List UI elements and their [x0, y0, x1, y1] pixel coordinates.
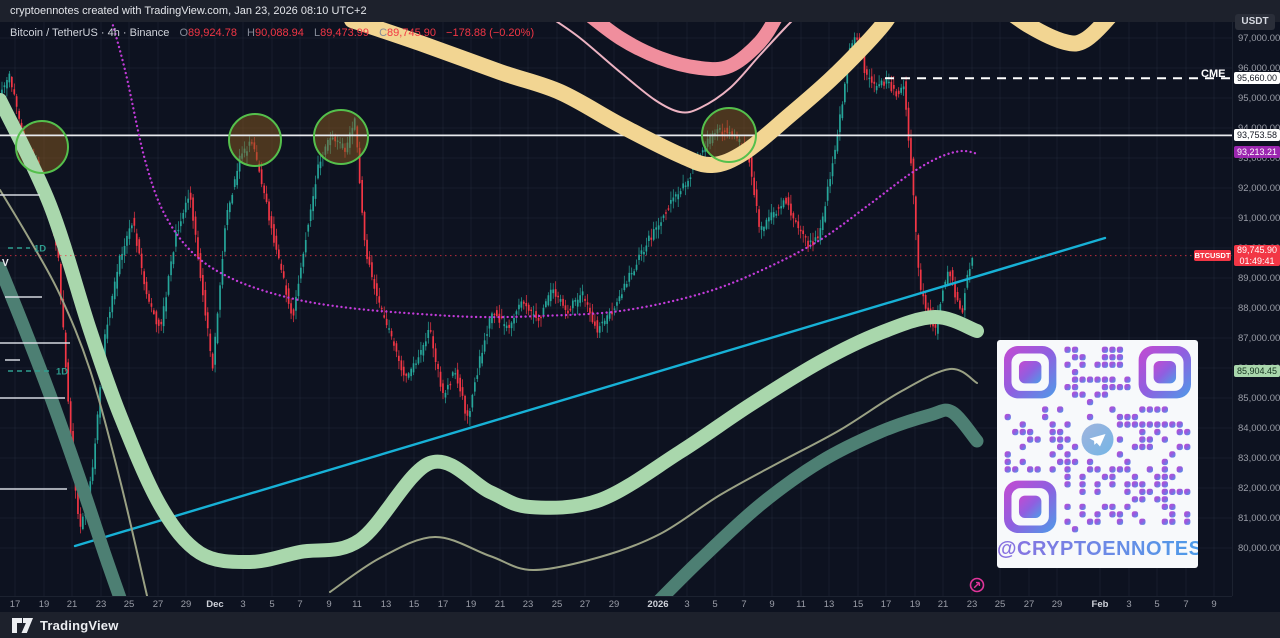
time-tick: 29 — [180, 599, 192, 610]
price-label-tag: 93,753.58 — [1234, 129, 1280, 142]
time-tick: 13 — [380, 599, 392, 610]
symbol-ohlc-row: Bitcoin / TetherUS · 4h · Binance O89,92… — [10, 27, 534, 41]
time-tick: 21 — [66, 599, 78, 610]
time-tick: 21 — [937, 599, 949, 610]
flash-circle-icon — [969, 577, 985, 593]
time-tick: 15 — [408, 599, 420, 610]
time-tick: 23 — [966, 599, 978, 610]
price-tick: 87,000.00 — [1238, 333, 1280, 344]
time-tick: 7 — [297, 599, 303, 610]
time-tick: 11 — [796, 599, 806, 610]
symbol-title[interactable]: Bitcoin / TetherUS · 4h · Binance — [10, 27, 170, 39]
price-tick: 91,000.00 — [1238, 213, 1280, 224]
telegram-handle: @CRYPTOENNOTES — [997, 538, 1203, 560]
footer-bar: TradingView — [0, 612, 1280, 638]
cme-level-label: CME — [1201, 68, 1226, 80]
candlestick-chart-canvas[interactable]: 1D 1D V — [0, 0, 1232, 596]
price-tick: 97,000.00 — [1238, 33, 1280, 44]
price-label-tag: 95,660.00 — [1234, 72, 1280, 85]
price-tick: 81,000.00 — [1238, 513, 1280, 524]
price-tick: 89,000.00 — [1238, 273, 1280, 284]
svg-text:V: V — [2, 258, 9, 269]
time-tick: 5 — [712, 599, 718, 610]
time-tick: 15 — [852, 599, 864, 610]
time-tick: 17 — [880, 599, 892, 610]
time-tick: 25 — [551, 599, 563, 610]
price-tick: 80,000.00 — [1238, 543, 1280, 554]
svg-text:1D: 1D — [34, 244, 46, 255]
price-label-tag: 85,904.45 — [1234, 364, 1280, 377]
tradingview-logo-icon[interactable] — [12, 617, 33, 633]
time-tick: 5 — [1154, 599, 1160, 610]
close-value: 89,745.90 — [387, 27, 436, 39]
time-tick: 3 — [1126, 599, 1132, 610]
close-label: C — [379, 27, 388, 39]
time-tick: 13 — [823, 599, 835, 610]
price-tick: 85,000.00 — [1238, 393, 1280, 404]
attribution-text: cryptoennotes created with TradingView.c… — [10, 5, 367, 17]
time-tick: 7 — [741, 599, 747, 610]
high-label: H — [247, 27, 255, 39]
price-label-tag: 89,745.90 01:49:41 — [1234, 245, 1280, 267]
tradingview-logo-text[interactable]: TradingView — [40, 617, 119, 633]
time-tick: 9 — [326, 599, 332, 610]
time-tick: 27 — [579, 599, 591, 610]
time-tick: 3 — [240, 599, 246, 610]
price-tick: 96,000.00 — [1238, 63, 1280, 74]
time-axis[interactable]: 17 19 21 23 25 27 29 Dec 3 5 7 9 11 13 15 17 19 21 23 25 27 2… — [0, 596, 1232, 612]
time-tick: 17 — [437, 599, 449, 610]
time-tick: 27 — [152, 599, 164, 610]
time-tick: 3 — [684, 599, 690, 610]
price-tick: 92,000.00 — [1238, 183, 1280, 194]
price-tick: 95,000.00 — [1238, 93, 1280, 104]
attribution-bar: cryptoennotes created with TradingView.c… — [0, 0, 1280, 22]
price-tick: 84,000.00 — [1238, 423, 1280, 434]
price-axis[interactable]: 97,000.00 96,000.00 95,000.00 94,000.00 93,0… — [1232, 0, 1280, 596]
price-tick: 83,000.00 — [1238, 453, 1280, 464]
time-tick: 19 — [465, 599, 477, 610]
currency-toggle-button[interactable]: USDT — [1235, 14, 1275, 30]
time-tick: 29 — [608, 599, 620, 610]
time-tick: 19 — [909, 599, 921, 610]
qr-code-card: @CRYPTOENNOTES — [997, 340, 1203, 568]
time-tick: 27 — [1023, 599, 1035, 610]
change-value: −178.88 (−0.20%) — [446, 27, 535, 39]
time-tick: 9 — [769, 599, 775, 610]
symbol-price-tag: BTCUSDT — [1194, 250, 1231, 261]
price-tick: 93,000.00 — [1238, 153, 1280, 164]
time-tick: 5 — [269, 599, 275, 610]
time-tick: 17 — [9, 599, 21, 610]
time-tick: 25 — [994, 599, 1006, 610]
high-value: 90,088.94 — [254, 27, 304, 39]
price-tick: 82,000.00 — [1238, 483, 1280, 494]
time-tick: 19 — [38, 599, 50, 610]
price-label-tag: 93,213.21 — [1234, 145, 1280, 158]
time-tick: 25 — [123, 599, 135, 610]
time-tick: Feb — [1091, 599, 1109, 610]
svg-text:1D: 1D — [56, 367, 68, 378]
time-tick: Dec — [206, 599, 224, 610]
price-tick: 94,000.00 — [1238, 123, 1280, 134]
time-tick: 11 — [352, 599, 362, 610]
time-tick: 7 — [1183, 599, 1189, 610]
time-tick: 29 — [1051, 599, 1063, 610]
open-label: O — [179, 27, 189, 39]
open-value: 89,924.78 — [188, 27, 237, 39]
time-tick: 9 — [1211, 599, 1217, 610]
low-label: L — [313, 27, 321, 39]
time-tick: 23 — [95, 599, 107, 610]
low-value: 89,473.99 — [320, 27, 370, 39]
price-tick: 88,000.00 — [1238, 303, 1280, 314]
time-tick: 23 — [522, 599, 534, 610]
qr-code — [1004, 346, 1191, 533]
time-tick: 2026 — [647, 599, 669, 610]
time-tick: 21 — [494, 599, 506, 610]
